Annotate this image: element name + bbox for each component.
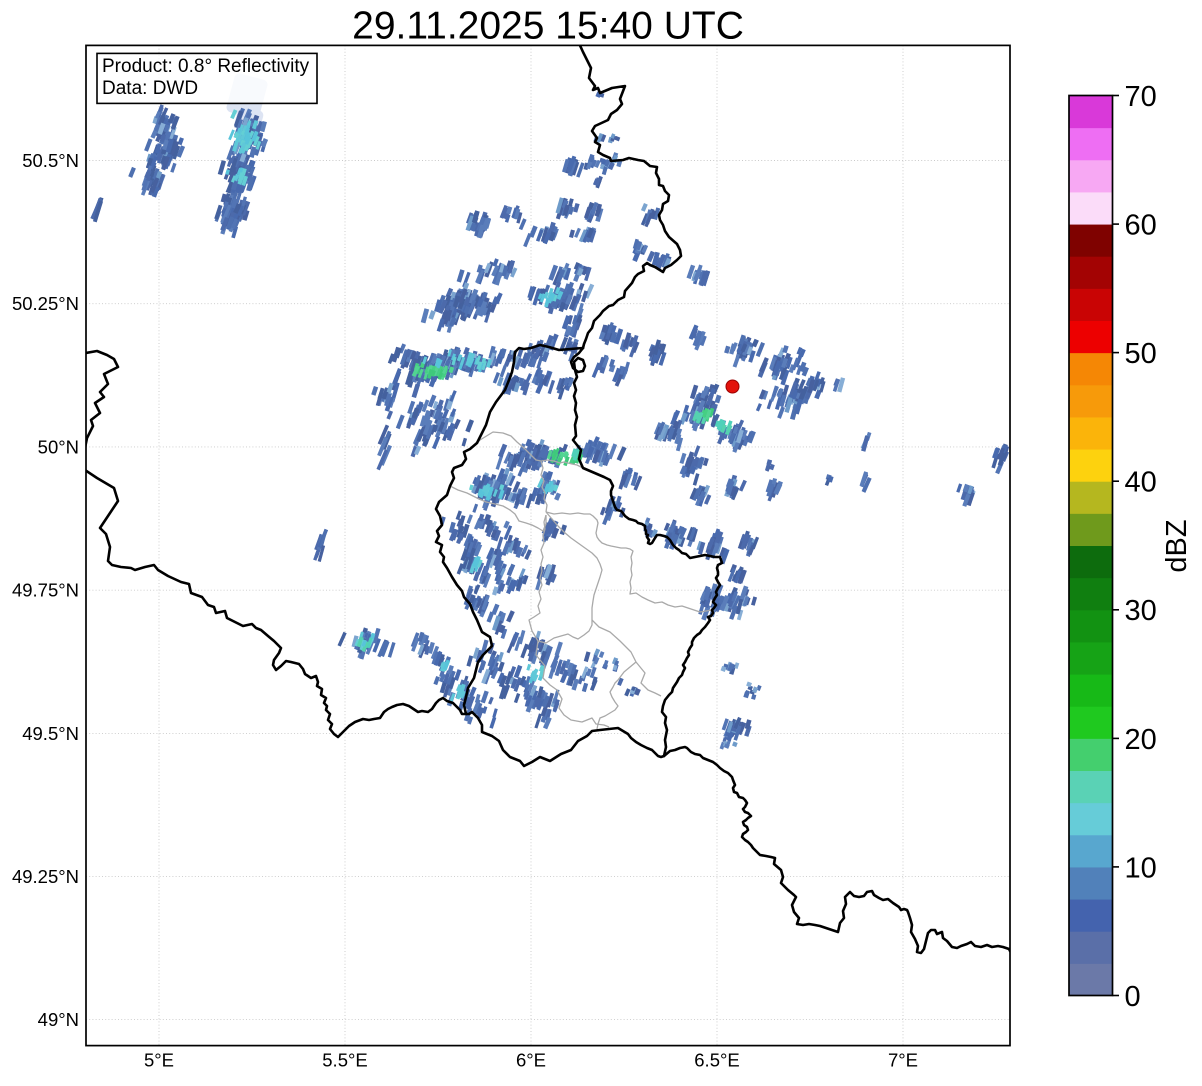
svg-text:49°N: 49°N bbox=[38, 1009, 79, 1030]
svg-text:40: 40 bbox=[1125, 467, 1157, 499]
svg-text:6.5°E: 6.5°E bbox=[694, 1050, 739, 1071]
svg-text:10: 10 bbox=[1125, 852, 1157, 884]
svg-text:Product: 0.8° Reflectivity: Product: 0.8° Reflectivity bbox=[102, 56, 310, 77]
svg-text:50: 50 bbox=[1125, 338, 1157, 370]
svg-text:5.5°E: 5.5°E bbox=[322, 1050, 367, 1071]
svg-text:50.25°N: 50.25°N bbox=[12, 293, 79, 314]
svg-text:7°E: 7°E bbox=[888, 1050, 918, 1071]
svg-text:0: 0 bbox=[1125, 981, 1141, 1013]
svg-text:49.75°N: 49.75°N bbox=[12, 580, 79, 601]
svg-text:49.25°N: 49.25°N bbox=[12, 866, 79, 887]
svg-text:50°N: 50°N bbox=[38, 436, 79, 457]
svg-text:60: 60 bbox=[1125, 210, 1157, 242]
svg-text:30: 30 bbox=[1125, 595, 1157, 627]
svg-text:20: 20 bbox=[1125, 724, 1157, 756]
svg-text:70: 70 bbox=[1125, 81, 1157, 113]
svg-text:49.5°N: 49.5°N bbox=[22, 723, 79, 744]
svg-text:Data: DWD: Data: DWD bbox=[102, 78, 198, 99]
svg-text:6°E: 6°E bbox=[516, 1050, 546, 1071]
svg-text:5°E: 5°E bbox=[144, 1050, 174, 1071]
svg-text:50.5°N: 50.5°N bbox=[22, 150, 79, 171]
svg-text:dBZ: dBZ bbox=[1161, 519, 1193, 572]
svg-text:29.11.2025 15:40 UTC: 29.11.2025 15:40 UTC bbox=[352, 5, 744, 48]
